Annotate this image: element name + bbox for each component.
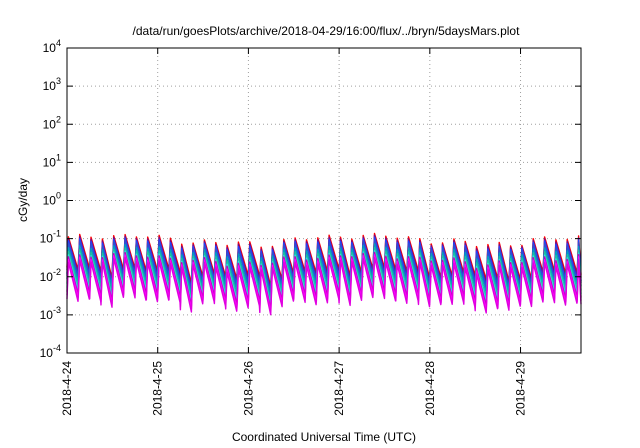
axis-ticks xyxy=(66,47,581,354)
y-tick-label: 10-2 xyxy=(40,267,61,284)
y-tick-label: 104 xyxy=(43,38,61,55)
x-tick-label: 2018-4-25 xyxy=(151,361,165,416)
x-tick-label: 2018-4-28 xyxy=(423,361,437,416)
x-tick-label: 2018-4-24 xyxy=(60,361,74,416)
x-tick-labels: 2018-4-24 2018-4-25 2018-4-26 2018-4-27 2018… xyxy=(60,361,528,416)
series-lines xyxy=(66,232,582,316)
x-tick-label: 2018-4-29 xyxy=(514,361,528,416)
chart-title: /data/run/goesPlots/archive/2018-04-29/1… xyxy=(133,24,521,38)
series-line xyxy=(66,256,582,316)
grid-lines xyxy=(66,48,581,353)
x-tick-label: 2018-4-27 xyxy=(332,361,346,416)
y-tick-label: 10-1 xyxy=(40,229,61,246)
y-tick-label: 10-4 xyxy=(40,343,61,360)
y-tick-label: 102 xyxy=(43,114,61,131)
y-tick-label: 10-3 xyxy=(40,305,61,322)
x-axis-title: Coordinated Universal Time (UTC) xyxy=(232,430,416,444)
y-tick-label: 103 xyxy=(43,76,61,93)
y-tick-label: 100 xyxy=(43,191,61,208)
y-tick-labels: 10-4 10-3 10-2 10-1 100 101 102 103 104 xyxy=(40,38,61,360)
y-tick-label: 101 xyxy=(43,152,61,169)
x-tick-label: 2018-4-26 xyxy=(241,361,255,416)
y-axis-title: cGy/day xyxy=(16,178,30,222)
